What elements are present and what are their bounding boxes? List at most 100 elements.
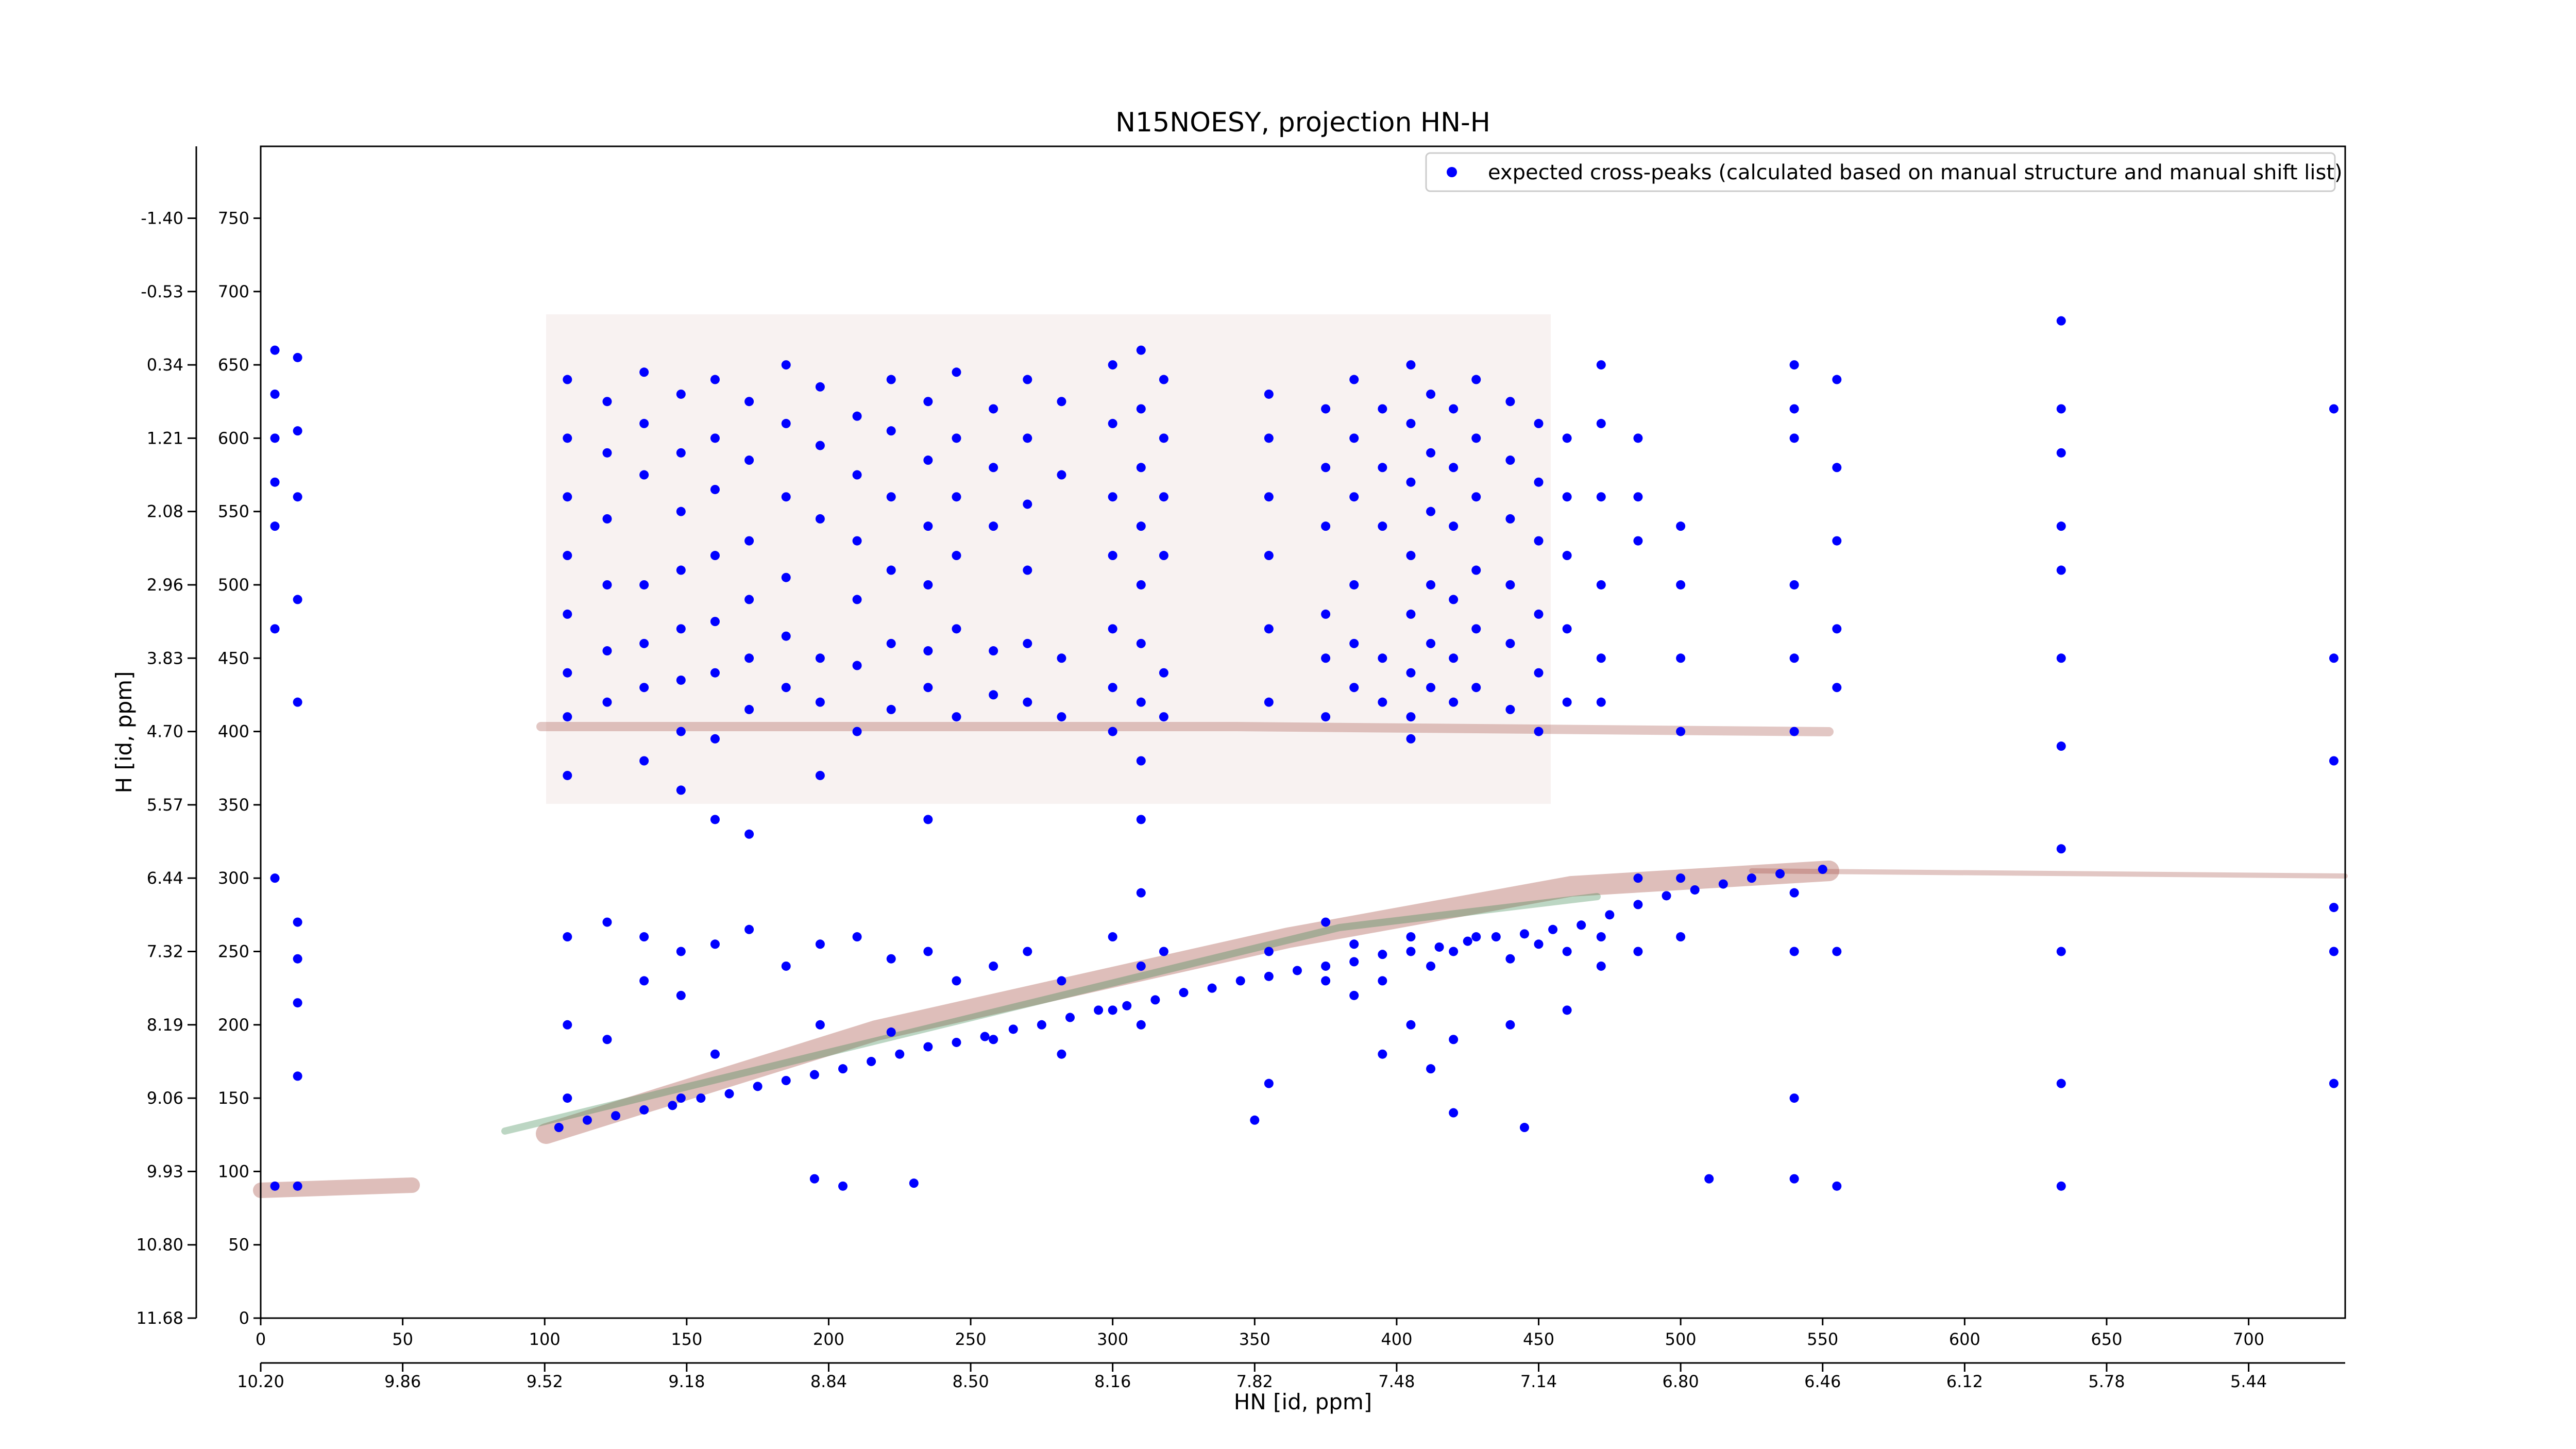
x2-tick-label: 5.44: [2230, 1372, 2267, 1391]
cross-peak: [838, 1181, 848, 1191]
cross-peak: [1037, 1020, 1046, 1030]
cross-peak: [1264, 697, 1274, 707]
cross-peak: [744, 924, 754, 934]
cross-peak: [1122, 1001, 1132, 1010]
cross-peak: [1471, 433, 1481, 443]
x2-tick-label: 9.52: [527, 1372, 563, 1391]
cross-peak: [1008, 1024, 1018, 1034]
cross-peak: [1562, 433, 1572, 443]
y2-tick-label: 2.08: [147, 502, 183, 521]
cross-peak: [710, 617, 720, 627]
cross-peak: [1505, 514, 1515, 524]
cross-peak: [1676, 580, 1686, 589]
y2-tick-label: 0.34: [147, 355, 183, 375]
cross-peak: [1789, 1093, 1799, 1103]
cross-peak: [1596, 360, 1606, 370]
cross-peak: [1136, 404, 1146, 414]
cross-peak: [2329, 404, 2338, 414]
cross-peak: [1321, 609, 1331, 619]
cross-peak: [1159, 492, 1168, 502]
x-tick-label: 100: [529, 1329, 561, 1349]
y-tick-label: 450: [218, 648, 249, 668]
cross-peak: [1534, 536, 1544, 546]
cross-peak: [815, 1020, 825, 1030]
cross-peak: [1471, 492, 1481, 502]
y2-tick-label: 2.96: [147, 575, 183, 595]
chart-title: N15NOESY, projection HN-H: [1115, 107, 1490, 138]
cross-peak: [710, 734, 720, 744]
cross-peak: [1136, 756, 1146, 766]
cross-peak: [2056, 742, 2066, 751]
y2-tick-label: 3.83: [147, 648, 183, 668]
cross-peak: [1449, 463, 1459, 473]
y2-tick-label: 8.19: [147, 1015, 183, 1035]
cross-peak: [809, 1174, 819, 1184]
cross-peak: [563, 1093, 572, 1103]
cross-peak: [952, 976, 961, 986]
x2-tick-label: 6.46: [1804, 1372, 1841, 1391]
cross-peak: [1108, 492, 1117, 502]
cross-peak: [852, 595, 862, 604]
cross-peak: [1406, 418, 1416, 428]
cross-peak: [563, 770, 572, 780]
cross-peak: [563, 712, 572, 722]
cross-peak: [852, 661, 862, 670]
cross-peak: [1449, 1108, 1459, 1118]
cross-peak: [1463, 936, 1472, 946]
cross-peak: [1596, 418, 1606, 428]
x2-tick-label: 6.80: [1663, 1372, 1699, 1391]
legend: expected cross-peaks (calculated based o…: [1425, 152, 2343, 192]
cross-peak: [1321, 404, 1331, 414]
cross-peak: [852, 536, 862, 546]
y-tick-label: 750: [218, 208, 249, 228]
cross-peak: [639, 367, 649, 377]
cross-peak: [1562, 697, 1572, 707]
cross-peak: [710, 551, 720, 561]
contour-band: [536, 722, 1834, 736]
cross-peak: [1534, 668, 1544, 678]
cross-peak: [1534, 727, 1544, 736]
y2-tick-label: 1.21: [147, 428, 183, 448]
cross-peak: [1406, 712, 1416, 722]
cross-peak: [867, 1056, 876, 1066]
cross-peak: [1596, 961, 1606, 971]
cross-peak: [886, 492, 896, 502]
cross-peak: [1832, 463, 1842, 473]
y-tick-label: 300: [218, 868, 249, 888]
y2-tick-label: 9.93: [147, 1161, 183, 1181]
cross-peak: [293, 1181, 302, 1191]
cross-peak: [1505, 638, 1515, 648]
cross-peak: [838, 1064, 848, 1074]
cross-peak: [1519, 929, 1529, 939]
cross-peak: [852, 932, 862, 942]
cross-peak: [602, 448, 612, 458]
cross-peak: [1378, 950, 1387, 959]
cross-peak: [815, 382, 825, 392]
cross-peak: [989, 690, 998, 700]
legend-box: [1425, 152, 2336, 192]
y-tick-label: 50: [228, 1235, 249, 1255]
cross-peak: [1605, 910, 1615, 920]
cross-peak: [270, 1181, 280, 1191]
cross-peak: [676, 785, 686, 795]
cross-peak: [923, 521, 933, 531]
cross-peak: [1406, 734, 1416, 744]
cross-peak: [781, 961, 791, 971]
cross-peak: [1562, 551, 1572, 561]
cross-peak: [270, 624, 280, 634]
cross-peak: [1449, 1035, 1459, 1044]
cross-peak: [1789, 727, 1799, 736]
cross-peak: [886, 565, 896, 575]
y2-tick-label: 6.44: [147, 868, 183, 888]
cross-peak: [1449, 697, 1459, 707]
y2-tick-label: 9.06: [147, 1088, 183, 1108]
cross-peak: [563, 932, 572, 942]
cross-peak: [1505, 954, 1515, 964]
cross-peak: [1321, 712, 1331, 722]
cross-peak: [293, 595, 302, 604]
cross-peak: [2329, 947, 2338, 956]
cross-peak: [1505, 704, 1515, 714]
cross-peak: [2329, 903, 2338, 913]
cross-peak: [1250, 1115, 1260, 1125]
cross-peak: [1562, 947, 1572, 956]
